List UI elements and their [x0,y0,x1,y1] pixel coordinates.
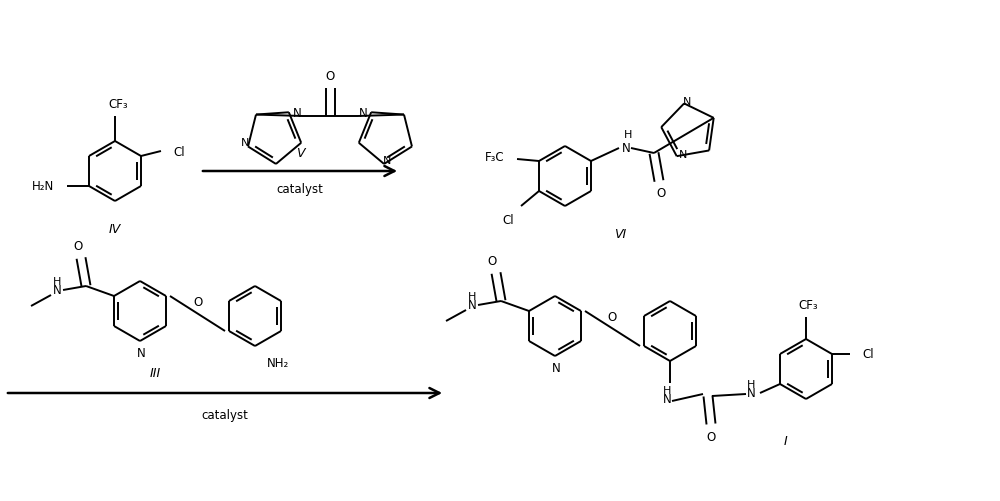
Text: N: N [622,142,631,155]
Text: N: N [241,138,249,148]
Text: N: N [359,107,367,120]
Text: H: H [663,385,671,395]
Text: N: N [137,347,145,360]
Text: N: N [468,299,476,312]
Text: O: O [706,431,716,443]
Text: catalyst: catalyst [277,183,323,196]
Text: O: O [608,311,617,323]
Text: catalyst: catalyst [202,409,248,422]
Text: H: H [468,292,476,302]
Text: CF₃: CF₃ [108,98,128,111]
Text: N: N [683,97,691,107]
Text: O: O [325,70,335,83]
Text: H: H [624,130,632,140]
Text: N: N [747,387,755,400]
Text: O: O [73,240,83,253]
Text: I: I [784,435,788,447]
Text: V: V [296,147,304,160]
Text: N: N [679,150,687,160]
Text: F₃C: F₃C [484,151,504,164]
Text: N: N [552,362,560,375]
Text: H₂N: H₂N [32,180,54,193]
Text: O: O [193,296,202,309]
Text: H: H [747,379,755,389]
Text: CF₃: CF₃ [798,299,818,312]
Text: IV: IV [109,223,121,236]
Text: N: N [383,156,391,166]
Text: N: N [663,393,671,406]
Text: Cl: Cl [173,145,185,158]
Text: Cl: Cl [862,347,874,360]
Text: NH₂: NH₂ [267,357,289,370]
Text: H: H [53,277,61,287]
Text: N: N [293,107,301,120]
Text: O: O [656,187,666,200]
Text: III: III [149,367,161,380]
Text: VI: VI [614,228,626,241]
Text: N: N [53,284,61,297]
Text: Cl: Cl [502,213,514,226]
Text: O: O [487,255,497,268]
